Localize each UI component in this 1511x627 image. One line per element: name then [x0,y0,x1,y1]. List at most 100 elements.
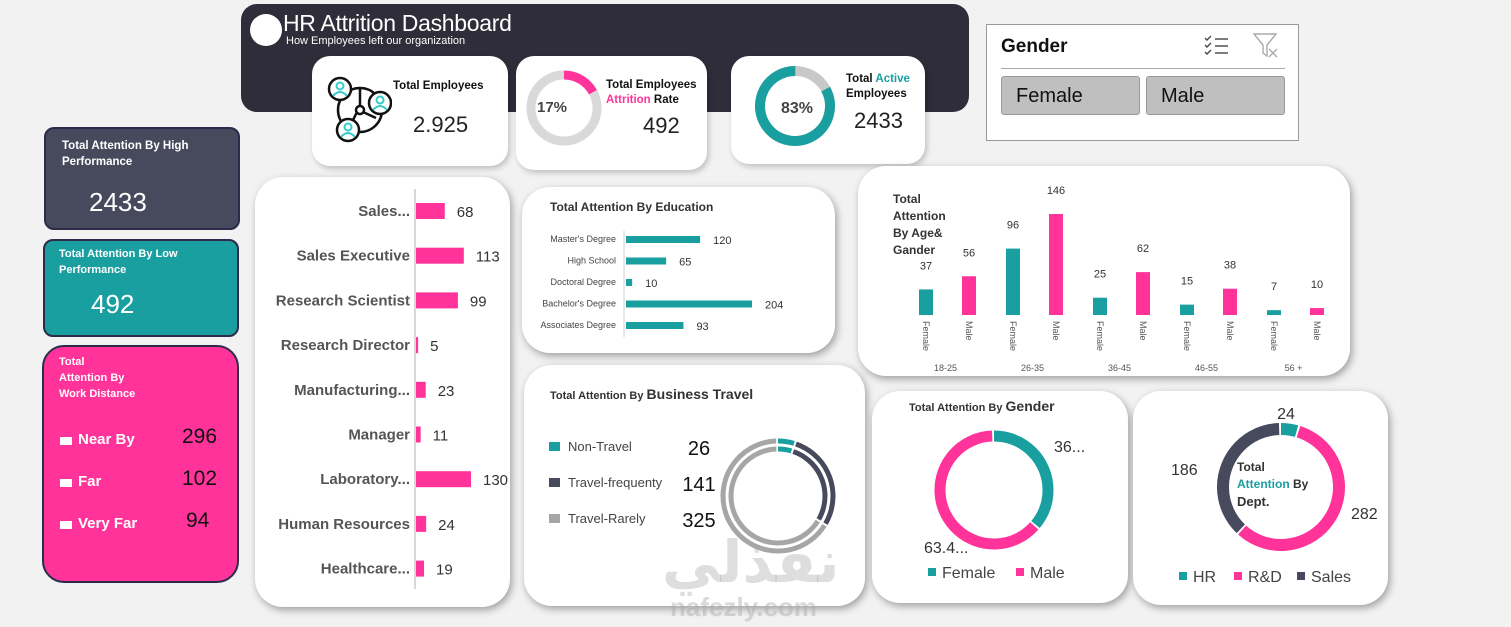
sub-category-label: Male [1138,321,1148,341]
legend-swatch [1179,572,1187,580]
bullet-icon [60,437,72,445]
data-label: 68 [457,204,474,221]
bar [962,276,976,315]
legend-swatch [1297,572,1305,580]
kpi-label-line1: Total Employees [606,79,697,91]
distance-value: 102 [182,467,218,490]
data-label: 10 [645,278,657,290]
category-label: Sales Executive [297,248,410,265]
clear-filter-icon[interactable] [1252,32,1280,60]
page-subtitle: How Employees left our organization [286,35,466,47]
bar [416,560,425,577]
group-label: 56 + [1285,363,1303,373]
data-label: 63.4... [924,540,968,557]
attrition-gauge: 17% [526,70,602,146]
kpi-label-prefix: Total [846,73,876,85]
bullet-icon [60,479,72,487]
kpi-attrition-rate: 17% Total Employees Attrition Rate 492 [516,56,707,170]
gender-chart-card: Total Attention By Gender 36... 63.4... Fe… [872,391,1128,603]
bar [416,471,471,488]
legend-label: Travel-Rarely [568,511,646,526]
data-label: 130 [483,472,508,489]
center-line3: Dept. [1237,494,1270,509]
legend-label: Female [942,565,995,582]
slicer-option-female[interactable]: Female [1001,76,1140,115]
chart-title-prefix: Total Attention By [909,402,1006,414]
slicer-option-male[interactable]: Male [1146,76,1285,115]
sub-category-label: Female [1008,321,1018,351]
donut-segment [1217,423,1345,551]
chart-title-emph: Gender [1005,398,1055,414]
kpi-active-employees: 83% Total Active Employees 2433 [731,56,925,164]
data-label: 19 [436,562,453,579]
attrition-percent: 17% [537,99,567,116]
legend-swatch [549,442,560,451]
attrition-arc [526,70,602,146]
bar [626,236,701,243]
distance-row-far: Far 102 [60,467,230,495]
ring-segment [728,446,828,546]
center-highlight: Attention [1237,477,1290,491]
kpi-value: 2433 [854,108,903,133]
legend-swatch [1234,572,1242,580]
data-label: 15 [1181,276,1193,288]
watermark-latin: nafezly.com [670,592,817,622]
bar [626,257,667,265]
multi-select-icon[interactable] [1204,34,1230,58]
card-title: Total Attention By High Performance [62,140,189,168]
legend-label: Travel-frequenty [568,475,663,490]
job-role-chart-card: Sales... 68 Sales Executive 113 Research Sci… [255,177,510,607]
bar [626,322,684,329]
donut-segment [934,430,1054,550]
legend-swatch [549,478,560,487]
ring-segment [720,438,836,554]
card-title: Total Attention By Low Performance [59,248,178,276]
bar [1006,248,1020,315]
legend-swatch [1016,568,1024,576]
data-label: 325 [682,510,715,532]
data-label: 25 [1094,269,1106,281]
gender-slicer: Gender Female Male [986,24,1299,141]
chart-title: Total Attention By Education [550,200,714,214]
card-title-line: Attention By [59,372,125,384]
high-performance-card: Total Attention By High Performance 2433 [44,127,240,230]
data-label: 38 [1224,260,1236,272]
data-label: 5 [430,338,438,355]
distance-label: Far [78,473,102,490]
department-chart-card: 24 282 186 HR R&D Sales Total Attention By De… [1133,391,1388,605]
data-label: 10 [1311,279,1323,291]
data-label: 186 [1171,462,1198,479]
category-label: Manufacturing... [294,382,410,399]
kpi-label: Total Active Employees [846,72,910,102]
education-chart-card: Total Attention By Education Master's De… [522,187,835,353]
bar [626,279,633,286]
bar [1267,310,1281,315]
data-label: 56 [963,247,975,259]
ring-segment [728,446,828,546]
category-label: Sales... [358,203,410,220]
category-label: Research Director [281,337,410,354]
bar [919,289,933,315]
distance-row-near-by: Near By 296 [60,425,230,453]
data-label: 11 [433,428,449,445]
legend-label: R&D [1248,569,1282,586]
bar [1180,304,1194,315]
data-label: 23 [438,383,455,400]
bar [1049,214,1063,315]
kpi-label: Total Employees Attrition Rate [606,78,697,108]
kpi-label-line2: Employees [846,88,907,100]
category-label: Manager [348,427,410,444]
active-percent: 83% [781,100,813,117]
slicer-divider [1001,68,1285,69]
data-label: 37 [920,260,932,272]
card-title-line: Work Distance [59,388,136,400]
bar [416,515,427,532]
bar [1223,288,1237,315]
job-role-chart: Sales... 68 Sales Executive 113 Research Sci… [276,189,508,589]
category-label: Doctoral Degree [550,277,616,287]
age-gender-chart-card: Total Attention By Age& Gander 37 Female 5… [858,166,1350,376]
center-rest: By [1289,477,1309,491]
card-title: Total Attention By Work Distance [59,354,135,402]
data-label: 36... [1054,439,1085,456]
group-label: 18-25 [934,363,957,373]
